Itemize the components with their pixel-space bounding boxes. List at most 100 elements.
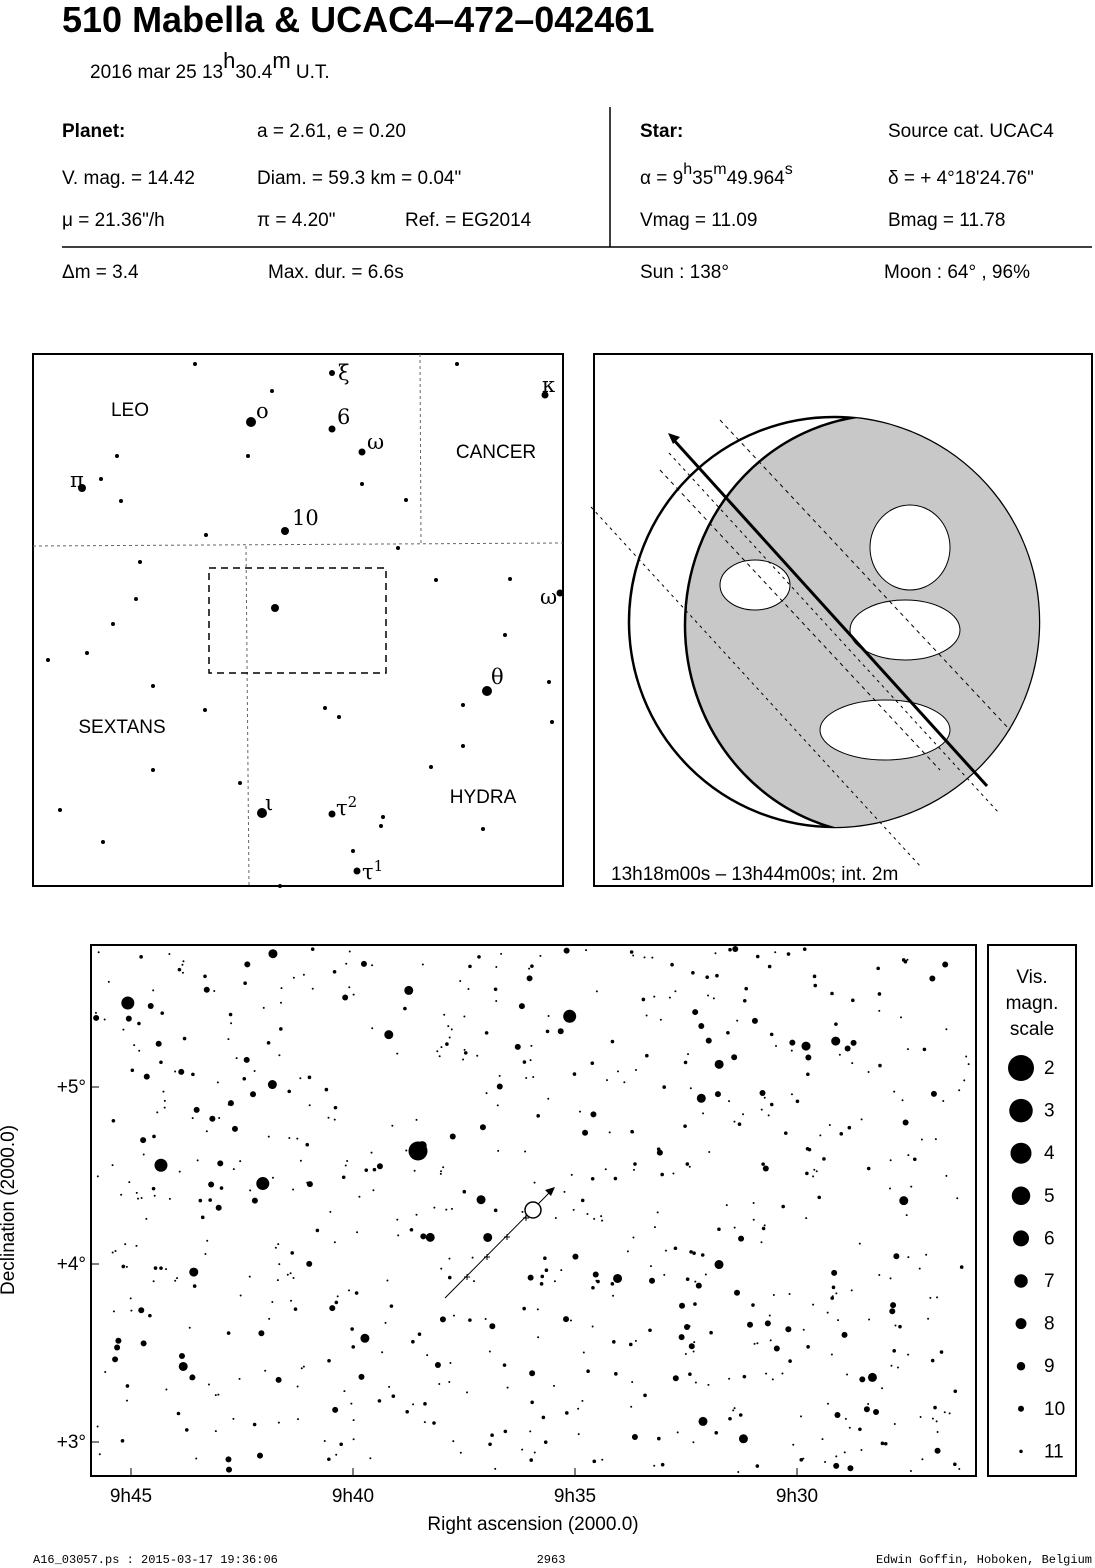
star [920, 1138, 923, 1141]
star [463, 1051, 468, 1055]
star [346, 1159, 349, 1162]
star [813, 1168, 816, 1171]
star [902, 1119, 909, 1126]
star [178, 1353, 185, 1360]
star [959, 1265, 964, 1269]
field-box [208, 567, 387, 674]
star [581, 1399, 584, 1402]
superscript: s [785, 161, 793, 178]
star [203, 986, 210, 993]
star [744, 986, 749, 991]
star [122, 1028, 125, 1031]
star [345, 962, 348, 965]
star [135, 1244, 138, 1247]
star [759, 1090, 766, 1097]
star [327, 1358, 331, 1363]
star [930, 1090, 937, 1097]
constellation-label: HYDRA [450, 787, 517, 808]
star [358, 448, 366, 456]
star [148, 1313, 152, 1318]
star [174, 1279, 177, 1282]
star [389, 1304, 394, 1308]
star [685, 1162, 690, 1166]
time-mark [484, 1254, 490, 1260]
star [495, 966, 498, 969]
star [755, 954, 760, 959]
star [858, 1242, 861, 1245]
star [483, 1232, 493, 1242]
star-label: 10 [292, 506, 319, 530]
greek-letter: θ [491, 665, 504, 689]
star [257, 808, 267, 818]
star [448, 1257, 451, 1260]
star [708, 1150, 711, 1153]
star [461, 703, 465, 707]
title: 510 Mabella & UCAC4–472–042461 [62, 0, 654, 40]
star [761, 1162, 765, 1166]
finder-frame [32, 353, 564, 887]
star [391, 1394, 396, 1399]
star [833, 1462, 840, 1469]
star [372, 1189, 375, 1192]
star [543, 1440, 548, 1444]
star [812, 1303, 815, 1306]
star [899, 1196, 909, 1206]
star [369, 1457, 372, 1460]
star [405, 1149, 408, 1152]
star [214, 1430, 217, 1433]
star [545, 1029, 550, 1034]
star [715, 973, 719, 978]
star [733, 1407, 736, 1410]
star [893, 1090, 896, 1093]
star [935, 1420, 938, 1423]
star [125, 1399, 128, 1402]
star [631, 1433, 638, 1440]
star [155, 1040, 162, 1047]
star [58, 808, 62, 812]
star [341, 1175, 346, 1180]
star [630, 1129, 634, 1134]
star [168, 1197, 171, 1200]
star [121, 1264, 126, 1269]
reference: Ref. = EG2014 [405, 210, 532, 231]
star [541, 391, 549, 399]
star [417, 1332, 422, 1337]
star [286, 1273, 289, 1276]
star [198, 1198, 203, 1203]
star [898, 1324, 902, 1329]
star [688, 1343, 695, 1350]
star [883, 1441, 888, 1446]
star [633, 1162, 637, 1166]
star [350, 1327, 354, 1331]
star [256, 1452, 263, 1459]
star [890, 1302, 897, 1309]
star [692, 1350, 695, 1353]
star [232, 1168, 235, 1171]
star [530, 964, 534, 968]
star [481, 827, 485, 831]
star [494, 1467, 497, 1470]
star [773, 1345, 780, 1352]
star [948, 1412, 951, 1415]
star [762, 1165, 769, 1172]
star [945, 1174, 948, 1177]
star [907, 1256, 910, 1259]
star [315, 1228, 320, 1233]
star [226, 1331, 231, 1335]
star [786, 952, 791, 956]
star [307, 1075, 312, 1080]
text-part: 35 [692, 168, 713, 189]
superscript: h [683, 161, 692, 178]
star [181, 963, 184, 966]
star [156, 1111, 159, 1114]
star [683, 1060, 688, 1065]
x-tick-label: 9h30 [776, 1486, 818, 1507]
star [760, 1108, 763, 1111]
star [191, 1072, 195, 1077]
star [503, 1429, 508, 1434]
star [907, 1353, 910, 1356]
star [111, 1251, 114, 1254]
star [125, 1384, 130, 1388]
star [371, 1027, 374, 1030]
star [497, 1149, 500, 1152]
